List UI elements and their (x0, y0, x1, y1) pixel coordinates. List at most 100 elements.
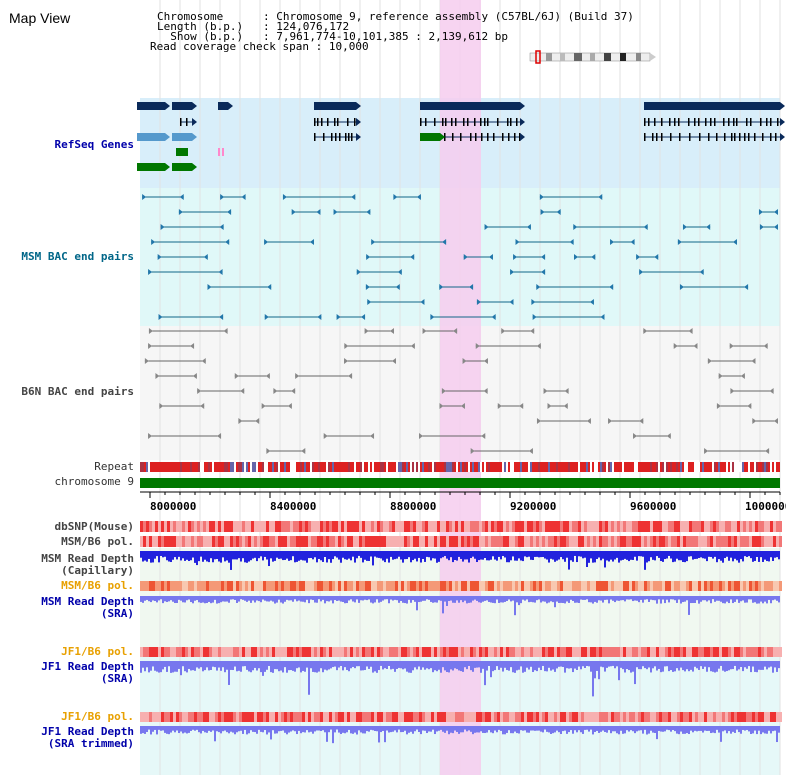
repeat-segment (156, 462, 158, 472)
depth-bar (428, 661, 430, 670)
msm-bac-track[interactable] (142, 194, 778, 320)
depth-bar (384, 596, 386, 600)
heat-cell (605, 712, 608, 722)
b6n-bac-track[interactable] (144, 328, 778, 454)
depth-bar (256, 596, 258, 601)
repeat-segment (426, 462, 428, 472)
depth-bar (686, 596, 688, 601)
heat-cell (689, 647, 692, 657)
depth-bar (526, 596, 528, 600)
repeat-segment (588, 462, 590, 472)
heat-cell (758, 647, 761, 657)
heat-cell (461, 581, 464, 591)
depth-bar (416, 596, 418, 611)
depth-bar (436, 726, 438, 732)
label-b6n-bac[interactable]: B6N BAC end pairs (21, 385, 134, 398)
heat-cell (338, 521, 341, 532)
heat-cell (335, 581, 338, 591)
refseq-gene-track[interactable] (137, 102, 785, 171)
depth-bar (732, 661, 734, 670)
heatmap-tracks[interactable] (140, 521, 782, 722)
depth-bar (150, 661, 152, 671)
heat-cell (767, 536, 770, 547)
depth-bar (188, 551, 190, 562)
depth-bar (142, 661, 144, 668)
heat-cell (632, 712, 635, 722)
heat-cell (731, 521, 734, 532)
heat-cell (521, 712, 524, 722)
gene-exon (766, 118, 768, 126)
heat-cell (692, 521, 695, 532)
heat-cell (479, 581, 482, 591)
heat-cell (554, 521, 557, 532)
depth-bar (704, 661, 706, 667)
heat-cell (260, 647, 263, 657)
depth-bar (178, 551, 180, 557)
repeat-segment (428, 462, 430, 472)
heat-cell (248, 712, 251, 722)
bac-end (219, 224, 224, 230)
label-msm-bac[interactable]: MSM BAC end pairs (21, 250, 134, 263)
depth-bar (384, 661, 386, 669)
depth-tracks[interactable] (140, 551, 780, 744)
label-refseq-genes[interactable]: RefSeq Genes (54, 138, 134, 151)
heat-cell (497, 712, 500, 722)
depth-bar (434, 551, 436, 559)
heat-cell (767, 647, 770, 657)
heat-cell (707, 712, 710, 722)
repeat-segment (160, 462, 162, 472)
right-scrollbar[interactable] (786, 0, 800, 775)
depth-bar (192, 726, 194, 730)
heat-cell (353, 521, 356, 532)
repeat-segment (542, 462, 544, 472)
selection-highlight[interactable] (440, 0, 481, 775)
depth-bar (450, 661, 452, 670)
heat-cell (446, 521, 449, 532)
depth-bar (440, 596, 442, 601)
depth-bar (208, 661, 210, 671)
depth-bar (428, 551, 430, 558)
heat-cell (296, 521, 299, 532)
heat-cell (518, 581, 521, 591)
depth-bar (682, 661, 684, 671)
depth-bar (246, 551, 248, 563)
heat-cell (737, 536, 740, 547)
depth-bar (718, 551, 720, 560)
depth-bar (744, 596, 746, 603)
depth-bar (192, 551, 194, 558)
depth-bar (242, 726, 244, 734)
gene-exon (467, 118, 469, 126)
heat-cell (722, 521, 725, 532)
depth-bar (310, 661, 312, 669)
chromosome-bar[interactable] (140, 478, 780, 488)
heat-cell (329, 712, 332, 722)
repeat-segment (468, 462, 470, 472)
repeat-segment (494, 462, 496, 472)
depth-bar (156, 551, 158, 557)
gene-arrow (520, 133, 525, 141)
depth-bar (672, 596, 674, 600)
repeat-segment (712, 462, 714, 472)
bac-end (218, 269, 223, 275)
heat-cell (590, 712, 593, 722)
gene-exon (734, 133, 736, 141)
heat-cell (407, 647, 410, 657)
chromosome-ideogram[interactable] (529, 50, 656, 64)
gene-exon (487, 118, 489, 126)
depth-bar (458, 551, 460, 557)
heat-cell (416, 647, 419, 657)
heat-cell (167, 581, 170, 591)
heat-cell (254, 536, 257, 547)
depth-bar (530, 551, 532, 560)
depth-bar (760, 596, 762, 602)
heat-cell (482, 647, 485, 657)
heat-cell (617, 581, 620, 591)
repeat-track[interactable] (140, 462, 780, 472)
depth-bar (344, 726, 346, 734)
depth-bar (628, 661, 630, 671)
depth-bar (538, 661, 540, 668)
heat-cell (449, 536, 452, 547)
depth-bar (270, 726, 272, 740)
heat-cell (413, 647, 416, 657)
heat-cell (182, 536, 185, 547)
